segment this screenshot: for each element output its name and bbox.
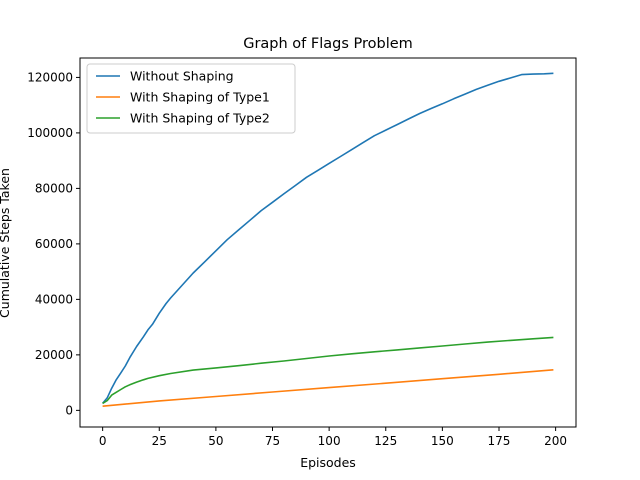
plot-area bbox=[101, 72, 554, 407]
legend-box bbox=[86, 63, 296, 134]
plot-frame bbox=[79, 57, 577, 428]
legend-label: With Shaping of Type1 bbox=[130, 90, 270, 105]
chart-title: Graph of Flags Problem bbox=[243, 36, 413, 52]
x-tick-label: 200 bbox=[544, 434, 567, 448]
x-tick-label: 150 bbox=[431, 434, 454, 448]
series-line-3 bbox=[102, 336, 554, 405]
x-axis-label: Episodes bbox=[300, 455, 356, 470]
y-tick-label: 60000 bbox=[35, 237, 73, 251]
x-tick-label: 50 bbox=[208, 434, 223, 448]
x-axis: 0 25 50 75 100 125 150 175 200 bbox=[99, 427, 567, 448]
x-tick-label: 0 bbox=[99, 434, 107, 448]
y-tick-label: 100000 bbox=[27, 126, 73, 140]
legend: Without Shaping With Shaping of Type1 With… bbox=[86, 63, 296, 134]
y-axis: 0 20000 40000 60000 80000 100000 120000 bbox=[27, 70, 80, 417]
legend-label: With Shaping of Type2 bbox=[130, 111, 270, 126]
x-tick-label: 25 bbox=[152, 434, 167, 448]
y-tick-label: 80000 bbox=[35, 181, 73, 195]
x-tick-label: 75 bbox=[265, 434, 280, 448]
x-tick-label: 175 bbox=[488, 434, 511, 448]
y-tick-label: 0 bbox=[65, 403, 73, 417]
y-tick-label: 20000 bbox=[35, 348, 73, 362]
x-tick-label: 100 bbox=[318, 434, 341, 448]
legend-label: Without Shaping bbox=[130, 69, 234, 84]
y-axis-label: Cumulative Steps Taken bbox=[0, 168, 12, 318]
y-tick-label: 40000 bbox=[35, 292, 73, 306]
series-line-2 bbox=[102, 369, 554, 407]
y-tick-label: 120000 bbox=[27, 70, 73, 84]
series-line-1 bbox=[101, 72, 554, 404]
x-tick-label: 125 bbox=[374, 434, 397, 448]
